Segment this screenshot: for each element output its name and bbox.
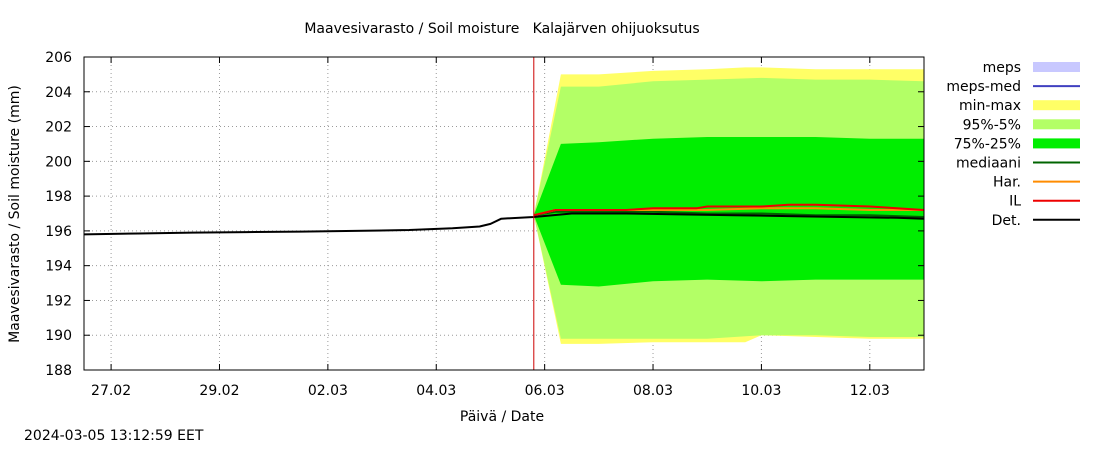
y-tick-label: 196 bbox=[45, 224, 72, 240]
legend-swatch bbox=[1033, 138, 1080, 149]
legend-label: 75%-25% bbox=[954, 136, 1021, 152]
legend-label: IL bbox=[1009, 194, 1021, 210]
legend-label: Det. bbox=[992, 213, 1021, 229]
y-tick-label: 206 bbox=[45, 50, 72, 66]
y-tick-label: 192 bbox=[45, 293, 72, 309]
legend-swatch bbox=[1033, 100, 1080, 111]
series-lines bbox=[83, 203, 925, 236]
series-line-det bbox=[83, 212, 925, 236]
x-tick-label: 29.02 bbox=[199, 383, 239, 399]
legend-label: mediaani bbox=[956, 156, 1021, 172]
legend-swatch bbox=[1033, 119, 1080, 130]
chart-title: Maavesivarasto / Soil moisture Kalajärve… bbox=[304, 21, 699, 37]
y-tick-label: 200 bbox=[45, 154, 72, 170]
x-tick-label: 27.02 bbox=[91, 383, 131, 399]
legend-item-det: Det. bbox=[992, 213, 1080, 229]
legend-label: Har. bbox=[993, 175, 1021, 191]
x-tick-label: 10.03 bbox=[741, 383, 781, 399]
legend-label: meps-med bbox=[946, 79, 1021, 95]
legend-label: 95%-5% bbox=[963, 117, 1021, 133]
legend-item-mediaani: mediaani bbox=[956, 156, 1080, 172]
axis-ticks: 188 190 192 194 196 198 200 202 204 206 27.02 29.02… bbox=[45, 50, 924, 399]
legend: meps meps-med min-max 95%-5% 75%-25% mediaani… bbox=[946, 60, 1080, 229]
legend-item-p95-5: 95%-5% bbox=[963, 117, 1080, 133]
x-tick-label: 12.03 bbox=[850, 383, 890, 399]
x-axis-label: Päivä / Date bbox=[460, 409, 544, 425]
forecast-bands bbox=[533, 67, 924, 344]
y-tick-label: 194 bbox=[45, 259, 72, 275]
legend-item-min-max: min-max bbox=[959, 98, 1080, 114]
series-line-il bbox=[533, 203, 925, 217]
legend-swatch bbox=[1033, 62, 1080, 72]
plot-border bbox=[83, 56, 925, 371]
y-tick-label: 202 bbox=[45, 120, 72, 136]
x-tick-label: 04.03 bbox=[416, 383, 456, 399]
plot-frame bbox=[83, 56, 925, 371]
legend-item-meps: meps bbox=[983, 60, 1080, 76]
x-tick-label: 06.03 bbox=[525, 383, 565, 399]
x-tick-label: 02.03 bbox=[308, 383, 348, 399]
y-tick-label: 188 bbox=[45, 363, 72, 379]
x-tick-label: 08.03 bbox=[633, 383, 673, 399]
y-tick-label: 198 bbox=[45, 189, 72, 205]
legend-item-meps-med: meps-med bbox=[946, 79, 1080, 95]
legend-label: meps bbox=[983, 60, 1021, 76]
y-tick-label: 204 bbox=[45, 85, 72, 101]
legend-item-har: Har. bbox=[993, 175, 1080, 191]
legend-item-p75-25: 75%-25% bbox=[954, 136, 1080, 152]
timestamp: 2024-03-05 13:12:59 EET bbox=[24, 428, 204, 444]
legend-item-il: IL bbox=[1009, 194, 1080, 210]
band-p75-25 bbox=[533, 137, 924, 287]
legend-label: min-max bbox=[959, 98, 1021, 114]
y-axis-label: Maavesivarasto / Soil moisture (mm) bbox=[7, 85, 23, 343]
series-line-mediaani bbox=[533, 210, 925, 218]
y-tick-label: 190 bbox=[45, 328, 72, 344]
